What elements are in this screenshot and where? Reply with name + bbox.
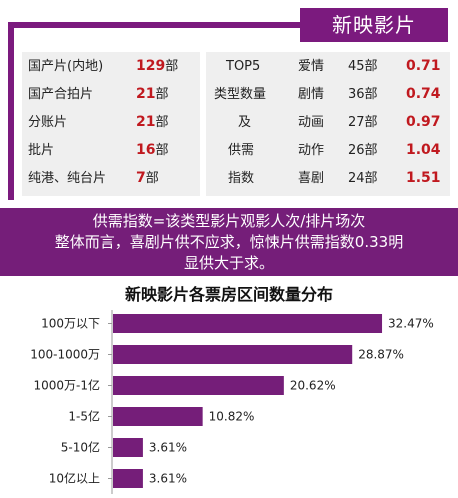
box-office-bar-chart: 100万以下 32.47% 100-1000万 28.87% 1000万-1亿 20.62… (30, 310, 434, 494)
header-frame-left (8, 22, 14, 200)
top5-caption-line: 指数 (228, 171, 255, 186)
chart-title: 新映影片各票房区间数量分布 (124, 285, 333, 304)
stat-row: 国产合拍片 (28, 86, 93, 104)
bar-value-label: 10.82% (209, 410, 255, 424)
bar (113, 376, 284, 395)
bar (113, 438, 143, 457)
top5-caption-line: TOP5 (226, 59, 261, 74)
genre-index: 0.97 (406, 114, 441, 130)
stat-unit: 部 (165, 59, 179, 74)
stat-unit: 部 (145, 171, 159, 186)
genre-name: 动作 (298, 143, 325, 158)
top5-caption-line: 供需 (228, 143, 255, 158)
bar (113, 407, 203, 426)
genre-index: 0.74 (406, 86, 441, 102)
stat-label: 批片 (28, 143, 55, 158)
stat-row: 批片 (28, 142, 54, 160)
stat-label: 国产片(内地) (28, 59, 104, 74)
stat-label: 纯港、纯台片 (28, 171, 107, 186)
category-label: 10亿以上 (49, 471, 100, 486)
stat-row: 国产片(内地) (28, 58, 103, 76)
genre-count: 45部 (348, 59, 378, 74)
stat-value: 129部 (136, 57, 178, 76)
genre-panel: TOP5 类型数量 及 供需 指数 爱情 45部 0.71 剧情 36部 0.7… (206, 52, 450, 196)
banner-line: 显供大于求。 (183, 254, 274, 272)
header-frame-top (8, 22, 308, 28)
bar-value-label: 3.61% (149, 472, 187, 486)
stat-value: 16部 (136, 141, 169, 160)
genre-count: 24部 (348, 171, 378, 186)
bar-value-label: 3.61% (149, 441, 187, 455)
genre-name: 动画 (298, 115, 325, 130)
stat-unit: 部 (155, 143, 169, 158)
top5-caption-line: 及 (238, 115, 252, 130)
section-badge: 新映影片 (300, 8, 448, 42)
category-label: 5-10亿 (61, 440, 100, 455)
stat-label: 分账片 (28, 115, 68, 130)
bar-value-label: 28.87% (358, 348, 404, 362)
stat-unit: 部 (155, 87, 169, 102)
category-label: 1-5亿 (68, 409, 100, 424)
top5-caption-line: 类型数量 (214, 87, 267, 102)
genre-index: 1.51 (406, 170, 441, 186)
banner-line: 供需指数=该类型影片观影人次/排片场次 (92, 212, 366, 230)
bar (113, 345, 353, 364)
stat-number: 7 (136, 170, 146, 186)
genre-count: 26部 (348, 143, 378, 158)
stat-number: 129 (136, 58, 166, 74)
left-stats-panel: 国产片(内地) 129部 国产合拍片 21部 分账片 21部 批片 16部 纯港… (22, 52, 200, 196)
stat-row: 纯港、纯台片 (28, 170, 106, 188)
category-label: 100-1000万 (30, 348, 100, 362)
stat-unit: 部 (155, 115, 169, 130)
genre-name: 喜剧 (298, 171, 325, 186)
banner-line: 整体而言，喜剧片供不应求，惊悚片供需指数0.33明 (54, 233, 404, 251)
stat-number: 21 (136, 114, 156, 130)
supply-demand-banner: 供需指数=该类型影片观影人次/排片场次 整体而言，喜剧片供不应求，惊悚片供需指数… (0, 208, 458, 276)
stat-number: 21 (136, 86, 156, 102)
bar (113, 314, 383, 333)
stat-number: 16 (136, 142, 156, 158)
category-label: 1000万-1亿 (33, 378, 100, 393)
stat-value: 21部 (136, 85, 169, 104)
stat-value: 7部 (136, 169, 159, 188)
genre-count: 36部 (348, 87, 378, 102)
bar (113, 469, 143, 488)
genre-count: 27部 (348, 115, 378, 130)
stat-label: 国产合拍片 (28, 87, 94, 102)
stat-value: 21部 (136, 113, 169, 132)
bar-value-label: 32.47% (388, 317, 434, 331)
bar-value-label: 20.62% (290, 379, 336, 393)
category-label: 100万以下 (41, 317, 100, 331)
genre-index: 0.71 (406, 58, 441, 74)
genre-index: 1.04 (406, 142, 441, 158)
genre-name: 爱情 (298, 59, 325, 74)
stat-row: 分账片 (28, 114, 67, 132)
genre-name: 剧情 (298, 87, 325, 102)
